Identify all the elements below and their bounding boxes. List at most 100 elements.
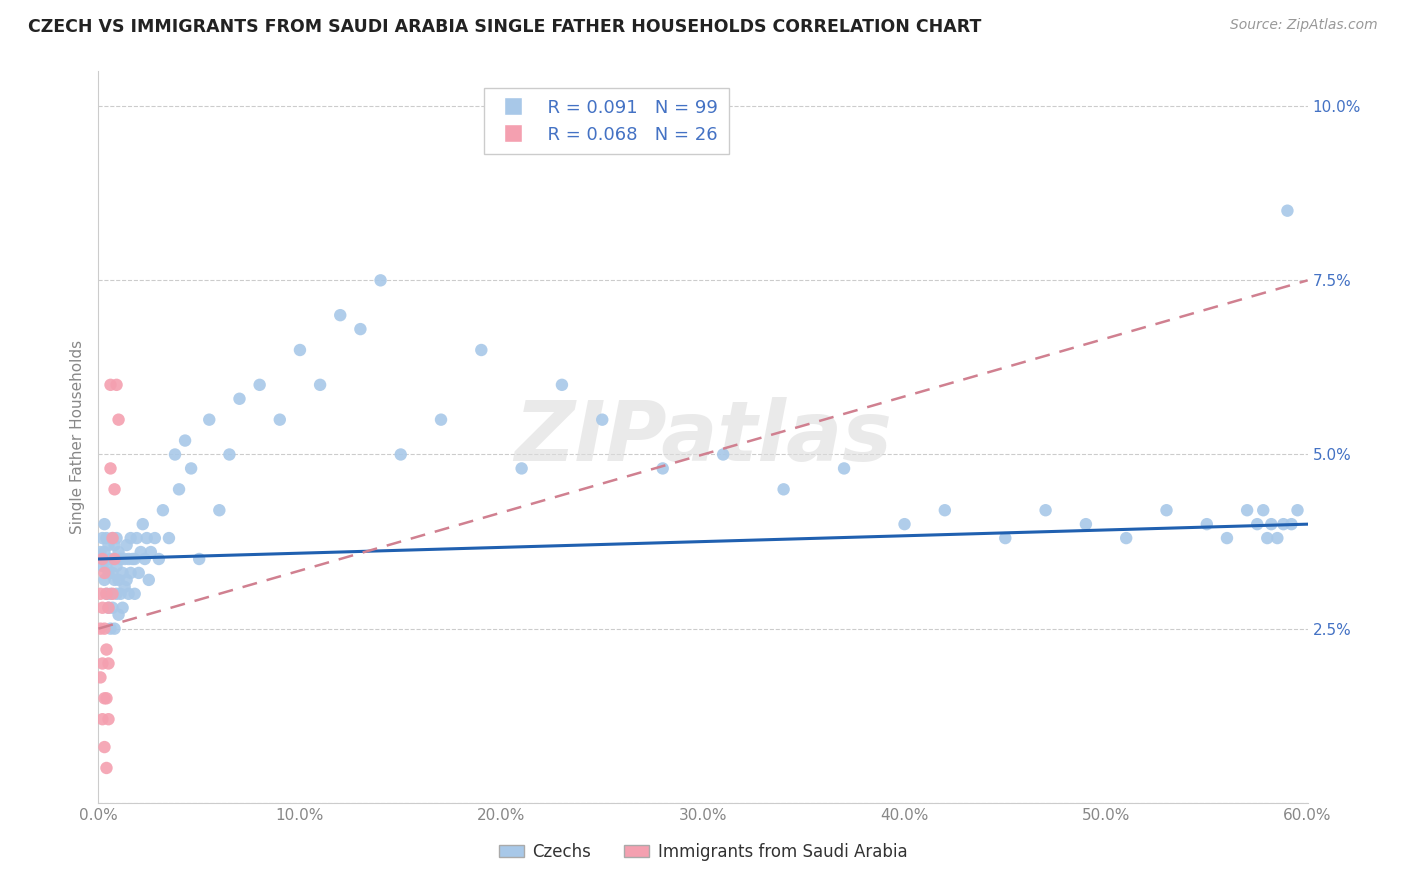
Point — [96, 691, 118, 706]
Point — [132, 517, 155, 532]
Point — [96, 531, 118, 545]
Point — [91, 558, 114, 573]
Point — [107, 573, 129, 587]
Point — [510, 461, 533, 475]
Point — [349, 322, 371, 336]
Point — [134, 552, 156, 566]
Point — [105, 377, 128, 392]
Point — [1277, 203, 1299, 218]
Point — [89, 622, 111, 636]
Point — [128, 566, 150, 580]
Point — [125, 531, 148, 545]
Point — [430, 412, 453, 426]
Point — [143, 531, 166, 545]
Legend: Czechs, Immigrants from Saudi Arabia: Czechs, Immigrants from Saudi Arabia — [492, 837, 914, 868]
Point — [711, 448, 734, 462]
Point — [100, 461, 122, 475]
Point — [288, 343, 311, 357]
Point — [1195, 517, 1218, 532]
Point — [101, 600, 124, 615]
Point — [1260, 517, 1282, 532]
Point — [111, 566, 134, 580]
Point — [97, 600, 120, 615]
Point — [218, 448, 240, 462]
Point — [188, 552, 211, 566]
Point — [470, 343, 492, 357]
Point — [118, 552, 141, 566]
Point — [832, 461, 855, 475]
Point — [129, 545, 152, 559]
Point — [1074, 517, 1097, 532]
Point — [389, 448, 412, 462]
Point — [124, 587, 146, 601]
Point — [1115, 531, 1137, 545]
Point — [1281, 517, 1303, 532]
Point — [118, 587, 141, 601]
Point — [180, 461, 202, 475]
Point — [89, 545, 111, 559]
Point — [91, 657, 114, 671]
Point — [121, 552, 143, 566]
Point — [111, 600, 134, 615]
Point — [103, 538, 125, 552]
Point — [124, 552, 146, 566]
Point — [96, 642, 118, 657]
Point — [96, 587, 118, 601]
Point — [93, 573, 115, 587]
Point — [309, 377, 332, 392]
Point — [269, 412, 291, 426]
Point — [105, 531, 128, 545]
Point — [198, 412, 221, 426]
Point — [101, 566, 124, 580]
Point — [1236, 503, 1258, 517]
Point — [651, 461, 673, 475]
Point — [114, 580, 136, 594]
Point — [100, 552, 122, 566]
Point — [1286, 503, 1309, 517]
Point — [1251, 503, 1274, 517]
Point — [89, 587, 111, 601]
Point — [101, 531, 124, 545]
Point — [167, 483, 190, 497]
Point — [1267, 531, 1289, 545]
Point — [1256, 531, 1278, 545]
Point — [591, 412, 613, 426]
Point — [100, 587, 122, 601]
Point — [329, 308, 352, 322]
Text: Source: ZipAtlas.com: Source: ZipAtlas.com — [1230, 18, 1378, 32]
Point — [96, 761, 118, 775]
Point — [157, 531, 180, 545]
Point — [228, 392, 250, 406]
Point — [1272, 517, 1295, 532]
Point — [105, 587, 128, 601]
Point — [103, 573, 125, 587]
Point — [107, 545, 129, 559]
Point — [551, 377, 574, 392]
Point — [91, 712, 114, 726]
Point — [93, 691, 115, 706]
Point — [97, 538, 120, 552]
Point — [107, 607, 129, 622]
Point — [115, 538, 138, 552]
Point — [163, 448, 186, 462]
Point — [249, 377, 271, 392]
Point — [115, 573, 138, 587]
Y-axis label: Single Father Households: Single Father Households — [69, 340, 84, 534]
Point — [97, 600, 120, 615]
Point — [370, 273, 392, 287]
Point — [93, 740, 115, 755]
Point — [1035, 503, 1057, 517]
Point — [174, 434, 197, 448]
Point — [152, 503, 174, 517]
Point — [100, 622, 122, 636]
Point — [89, 670, 111, 684]
Point — [105, 558, 128, 573]
Point — [101, 531, 124, 545]
Point — [1156, 503, 1178, 517]
Point — [91, 600, 114, 615]
Point — [120, 531, 142, 545]
Point — [114, 552, 136, 566]
Point — [1216, 531, 1239, 545]
Point — [93, 566, 115, 580]
Point — [101, 587, 124, 601]
